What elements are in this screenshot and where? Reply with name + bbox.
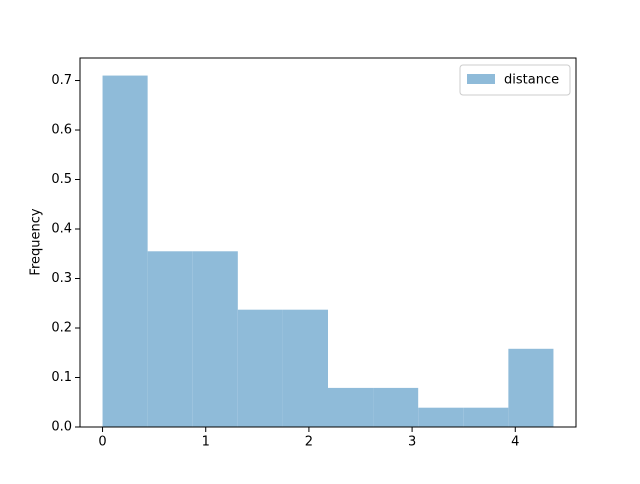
histogram-bar <box>463 407 509 427</box>
y-tick-label: 0.5 <box>51 172 72 187</box>
y-tick-label: 0.6 <box>51 123 72 138</box>
y-tick-label: 0.7 <box>51 73 72 88</box>
legend-label: distance <box>504 73 559 88</box>
y-axis-label: Frequency <box>29 208 44 275</box>
x-tick-label: 0 <box>98 435 106 450</box>
legend-box <box>459 64 571 96</box>
y-tick-label: 0.1 <box>51 370 72 385</box>
histogram-bar <box>418 407 464 427</box>
histogram-bar <box>147 251 193 427</box>
x-tick-label: 1 <box>202 435 210 450</box>
x-tick-label: 2 <box>305 435 313 450</box>
histogram-bar <box>328 387 374 427</box>
x-tick-label: 3 <box>408 435 416 450</box>
legend-swatch <box>467 74 495 84</box>
x-tick-label: 4 <box>511 435 519 450</box>
histogram-bar <box>192 251 238 427</box>
y-tick-label: 0.4 <box>51 222 72 237</box>
plot-frame <box>79 57 577 428</box>
histogram-bar <box>102 75 148 428</box>
histogram-bar <box>282 309 328 427</box>
histogram-bar <box>373 387 419 427</box>
histogram-bar <box>508 348 554 427</box>
y-tick-label: 0.3 <box>51 271 72 286</box>
y-tick-label: 0.0 <box>51 420 72 435</box>
y-tick-label: 0.2 <box>51 321 72 336</box>
histogram-bar <box>237 309 283 427</box>
